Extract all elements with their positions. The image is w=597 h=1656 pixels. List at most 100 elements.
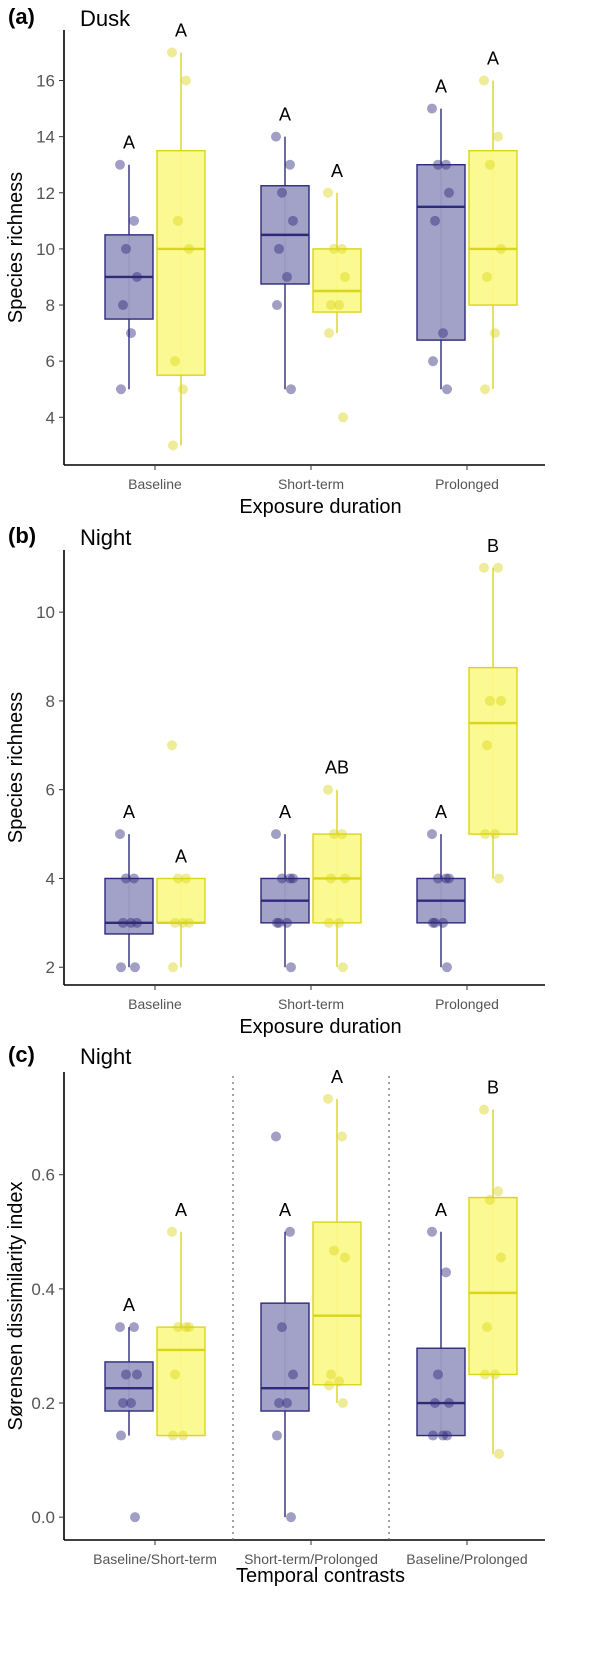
data-point [184, 1322, 194, 1333]
panel-title: Night [80, 1044, 131, 1069]
data-point [168, 1430, 178, 1441]
data-point [430, 1398, 440, 1409]
data-point [430, 215, 440, 226]
box-body [468, 1196, 518, 1376]
data-point [277, 1322, 287, 1333]
data-point [444, 873, 454, 884]
data-point [496, 1252, 506, 1263]
data-point [430, 917, 440, 928]
data-point [288, 873, 298, 884]
data-point [132, 271, 142, 282]
data-point [115, 1322, 125, 1333]
data-point [286, 1512, 296, 1523]
box-body [104, 1361, 154, 1412]
y-tick-label: 6 [46, 781, 55, 800]
data-point [441, 159, 451, 170]
x-tick-label: Baseline/Prolonged [406, 1551, 527, 1567]
data-point [272, 300, 282, 311]
y-tick-label: 10 [36, 603, 55, 622]
significance-letter: A [175, 846, 187, 866]
data-point [286, 384, 296, 395]
panel-title: Night [80, 525, 131, 550]
data-point [118, 917, 128, 928]
data-point [428, 917, 438, 928]
data-point [184, 917, 194, 928]
data-point [323, 187, 333, 198]
data-point [173, 1322, 183, 1333]
y-tick-label: 4 [46, 408, 55, 427]
data-point [326, 300, 336, 311]
significance-letter: A [123, 802, 135, 822]
data-point [494, 873, 504, 884]
data-point [480, 384, 490, 395]
data-point [170, 1369, 180, 1380]
significance-letter: AB [325, 758, 349, 778]
data-point [485, 695, 495, 706]
data-point [444, 187, 454, 198]
data-point [277, 187, 287, 198]
data-point [274, 1398, 284, 1409]
data-point [340, 271, 350, 282]
data-point [479, 1104, 489, 1115]
box-body [468, 149, 518, 306]
significance-letter: B [487, 536, 499, 556]
data-point [337, 243, 347, 254]
y-tick-label: 14 [36, 128, 55, 147]
data-point [181, 75, 191, 86]
data-point [271, 131, 281, 142]
y-tick-label: 12 [36, 184, 55, 203]
data-point [167, 47, 177, 58]
data-point [485, 1194, 495, 1205]
x-axis-title: Exposure duration [239, 1016, 401, 1038]
data-point [126, 917, 136, 928]
data-point [427, 829, 437, 840]
data-point [324, 1380, 334, 1391]
data-point [168, 962, 178, 973]
data-point [285, 1226, 295, 1237]
y-tick-label: 4 [46, 869, 55, 888]
significance-letter: A [279, 802, 291, 822]
data-point [326, 1369, 336, 1380]
data-point [118, 300, 128, 311]
x-tick-label: Baseline [128, 476, 182, 492]
data-point [337, 829, 347, 840]
data-point [170, 917, 180, 928]
data-point [116, 384, 126, 395]
data-point [115, 159, 125, 170]
data-point [271, 829, 281, 840]
data-point [285, 159, 295, 170]
data-point [324, 917, 334, 928]
data-point [482, 271, 492, 282]
data-point [340, 1252, 350, 1263]
data-point [121, 243, 131, 254]
data-point [438, 1430, 448, 1441]
x-tick-label: Short-term [278, 476, 344, 492]
box-body [156, 877, 206, 924]
data-point [173, 215, 183, 226]
box-body [156, 1326, 206, 1437]
significance-letter: A [175, 1200, 187, 1220]
data-point [433, 1369, 443, 1380]
data-point [181, 873, 191, 884]
data-point [442, 1430, 452, 1441]
data-point [441, 873, 451, 884]
y-tick-label: 2 [46, 958, 55, 977]
data-point [129, 215, 139, 226]
data-point [428, 1430, 438, 1441]
data-point [338, 412, 348, 423]
data-point [129, 1322, 139, 1333]
data-point [167, 740, 177, 751]
data-point [338, 962, 348, 973]
data-point [132, 917, 142, 928]
data-point [442, 384, 452, 395]
data-point [167, 1226, 177, 1237]
data-point [326, 873, 336, 884]
data-point [494, 1448, 504, 1459]
data-point [340, 873, 350, 884]
data-point [271, 1131, 281, 1142]
data-point [479, 562, 489, 573]
data-point [132, 1369, 142, 1380]
data-point [337, 1131, 347, 1142]
data-point [433, 159, 443, 170]
